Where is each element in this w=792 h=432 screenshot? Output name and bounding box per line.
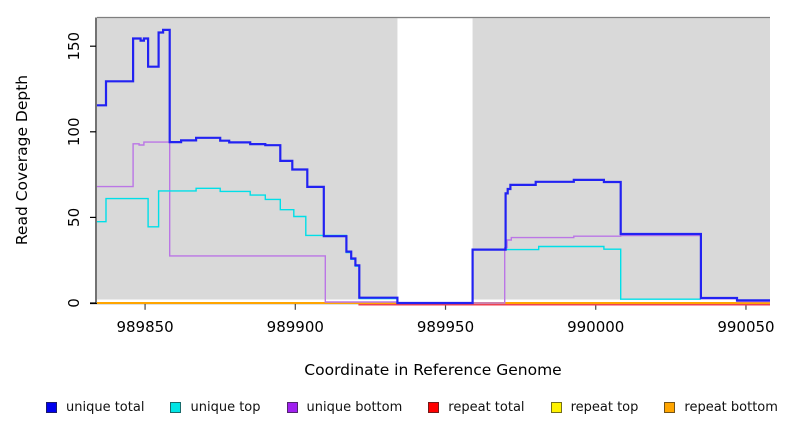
series-unique-total <box>97 28 770 305</box>
x-tick-label: 989850 <box>116 318 173 336</box>
legend-label: unique total <box>66 400 145 415</box>
y-tick-label: 150 <box>65 32 83 61</box>
legend-label: repeat total <box>448 400 525 415</box>
legend-label: repeat top <box>570 400 639 415</box>
x-tick-label: 989950 <box>417 318 474 336</box>
legend-item-unique-bottom: unique bottom <box>286 400 403 415</box>
legend-swatch-repeat-top <box>550 402 562 413</box>
legend-swatch-unique-bottom <box>286 402 298 413</box>
x-tick-label: 989900 <box>267 318 324 336</box>
y-tick-label: 100 <box>65 117 83 146</box>
chart-legend: unique total unique top unique bottom repea… <box>0 400 792 415</box>
legend-swatch-repeat-bottom <box>664 402 676 413</box>
y-axis-title: Read Coverage Depth <box>13 75 31 245</box>
legend-item-repeat-top: repeat top <box>550 400 639 415</box>
legend-item-repeat-bottom: repeat bottom <box>664 400 778 415</box>
legend-item-unique-top: unique top <box>170 400 261 415</box>
x-tick-label: 990050 <box>717 318 774 336</box>
y-tick-label: 50 <box>65 208 83 227</box>
legend-item-unique-total: unique total <box>46 400 144 415</box>
legend-label: unique top <box>190 400 261 415</box>
x-tick-label: 990000 <box>567 318 624 336</box>
legend-swatch-repeat-total <box>428 402 440 413</box>
legend-label: unique bottom <box>306 400 403 415</box>
legend-label: repeat bottom <box>684 400 778 415</box>
legend-item-repeat-total: repeat total <box>428 400 525 415</box>
coverage-gap-region <box>397 18 473 300</box>
legend-swatch-unique-top <box>170 402 182 413</box>
legend-swatch-unique-total <box>46 402 57 413</box>
x-axis-title: Coordinate in Reference Genome <box>304 361 561 379</box>
y-tick-label: 0 <box>65 298 83 308</box>
